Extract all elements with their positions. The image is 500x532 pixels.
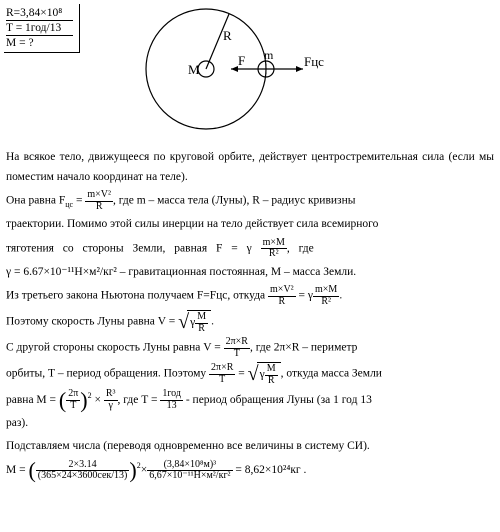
para-7: Поэтому скорость Луны равна V = √γMR. [6, 310, 494, 334]
text-block: На всякое тело, движущееся по круговой о… [6, 148, 494, 482]
label-m-small: m [264, 48, 274, 62]
para-10: равна M = (2πT)2 × R³γ, где T = 1год13 -… [6, 389, 494, 411]
para-5: γ = 6.67×10⁻¹¹Н×м²/кг² – гравитационная … [6, 263, 494, 283]
para-12: Подставляем числа (переводя одновременно… [6, 437, 494, 457]
orbit-figure: R M m F Fцс [101, 4, 494, 142]
para-11: раз). [6, 414, 494, 434]
label-r: R [223, 28, 232, 43]
para-4: тяготения со стороны Земли, равная F = γ… [6, 238, 494, 260]
label-f: F [238, 53, 245, 68]
para-6: Из третьего закона Ньютона получаем F=Fц… [6, 285, 494, 307]
para-3: траектории. Помимо этой силы инерции на … [6, 215, 494, 235]
given-line-2: T = 1год/13 [6, 21, 73, 36]
given-block: R=3,84×10⁸ T = 1год/13 M = ? [4, 4, 80, 53]
para-1: На всякое тело, движущееся по круговой о… [6, 148, 494, 187]
given-line-1: R=3,84×10⁸ [6, 6, 73, 21]
para-8: С другой стороны скорость Луны равна V =… [6, 337, 494, 359]
para-9: орбиты, Т – период обращения. Поэтому 2π… [6, 362, 494, 386]
para-2: Она равна Fцс = m×V²R, где m – масса тел… [6, 190, 494, 212]
orbit-svg: R M m F Fцс [101, 4, 351, 139]
given-line-3: M = ? [6, 36, 73, 50]
label-m-big: M [188, 62, 200, 77]
label-fcs: Fцс [304, 54, 324, 69]
para-13: M = (2×3.14(365×24×3600сек/13))2×(3,84×1… [6, 459, 494, 481]
